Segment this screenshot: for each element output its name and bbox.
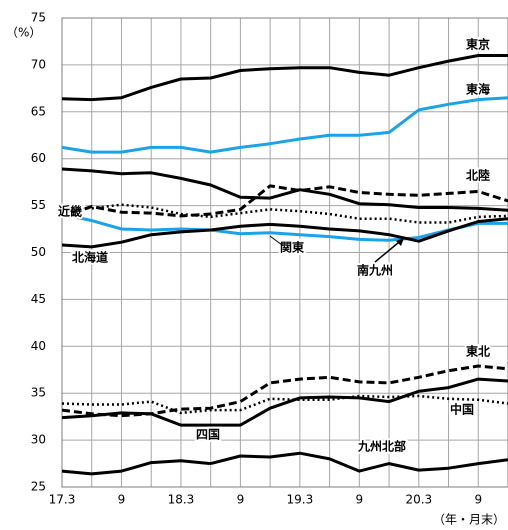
series-line bbox=[61, 364, 508, 418]
lines bbox=[61, 54, 508, 476]
series-line bbox=[61, 212, 508, 242]
series-label: 四国 bbox=[196, 428, 220, 442]
series-line bbox=[61, 217, 508, 249]
x-tick-label: 9 bbox=[356, 493, 364, 507]
x-axis-label: （年・月末） bbox=[433, 513, 505, 527]
series-label: 近畿 bbox=[58, 204, 82, 219]
y-axis-label: （%） bbox=[6, 26, 41, 40]
series-label: 東北 bbox=[466, 344, 490, 359]
series-label: 北海道 bbox=[72, 250, 108, 265]
x-tick-label: 9 bbox=[118, 493, 126, 507]
series-label: 中国 bbox=[450, 402, 474, 417]
x-tick-label: 18.3 bbox=[168, 493, 195, 507]
y-tick-label: 25 bbox=[31, 480, 46, 494]
y-tick-label: 75 bbox=[31, 11, 46, 25]
series-label: 南九州 bbox=[357, 263, 393, 278]
y-tick-label: 35 bbox=[31, 386, 46, 400]
series-line bbox=[61, 394, 508, 415]
leader-line bbox=[269, 235, 283, 246]
series-label: 九州北部 bbox=[357, 439, 406, 454]
y-tick-label: 45 bbox=[31, 292, 46, 306]
x-tick-label: 9 bbox=[237, 493, 245, 507]
series-line bbox=[61, 184, 508, 219]
x-tick-label: 17.3 bbox=[49, 493, 76, 507]
y-tick-label: 40 bbox=[31, 339, 46, 353]
y-tick-label: 50 bbox=[31, 245, 46, 259]
y-tick-label: 55 bbox=[31, 198, 46, 212]
x-tick-label: 19.3 bbox=[287, 493, 314, 507]
series-label: 東京 bbox=[466, 37, 490, 52]
series-line bbox=[61, 377, 508, 427]
arrow-head bbox=[396, 238, 404, 246]
series-line bbox=[61, 96, 508, 154]
y-tick-label: 65 bbox=[31, 104, 46, 118]
y-tick-label: 70 bbox=[31, 57, 46, 71]
x-tick-label: 9 bbox=[474, 493, 482, 507]
series-line bbox=[61, 54, 508, 102]
series-label: 北陸 bbox=[466, 168, 490, 183]
series-line bbox=[61, 167, 508, 212]
series-label: 東海 bbox=[466, 82, 490, 97]
x-tick-label: 20.3 bbox=[405, 493, 432, 507]
plot-frame bbox=[61, 17, 508, 488]
y-tick-label: 60 bbox=[31, 151, 46, 165]
series-label: 関東 bbox=[280, 240, 304, 255]
series-line bbox=[61, 451, 508, 476]
y-tick-label: 30 bbox=[31, 433, 46, 447]
